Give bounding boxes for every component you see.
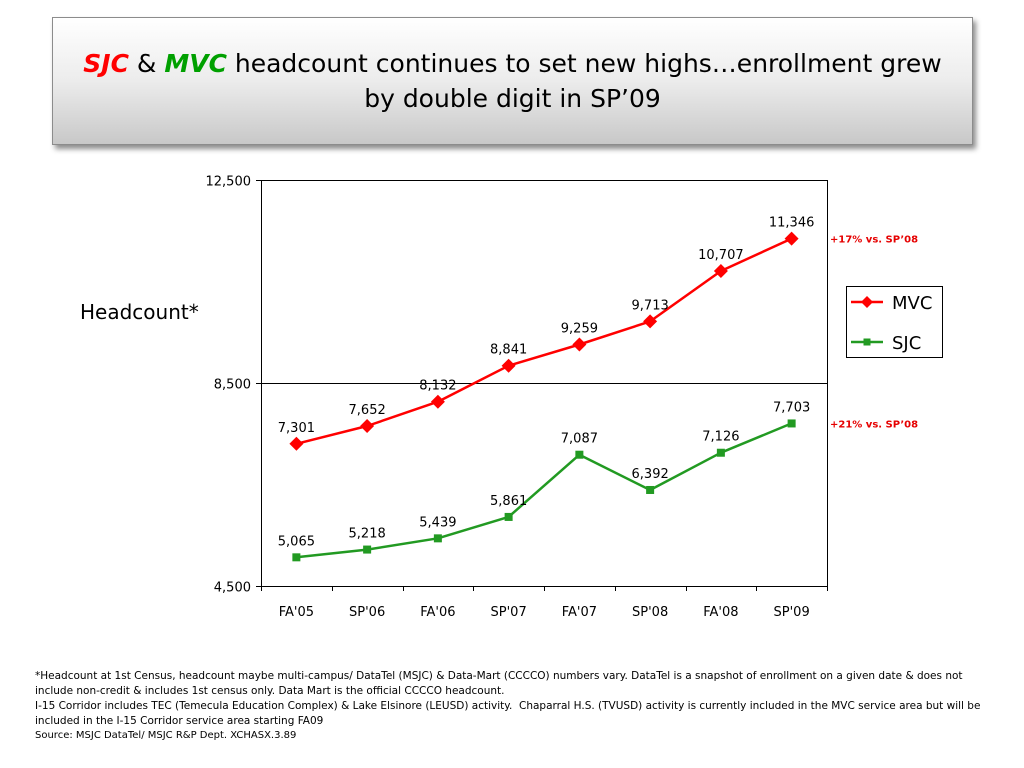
data-label-mvc: 7,652 (349, 403, 386, 418)
legend-item-sjc: SJC (851, 333, 921, 354)
y-tick-label: 8,500 (214, 378, 251, 393)
annotation-sjc: +21% vs. SP’08 (830, 419, 918, 430)
legend-label-mvc: MVC (892, 293, 932, 314)
annotation-layer: +17% vs. SP’08 +21% vs. SP’08 (830, 235, 918, 431)
data-label-mvc: 9,713 (632, 298, 669, 313)
title-ampersand: & (136, 49, 157, 78)
data-point-sjc (575, 450, 584, 459)
title-line-1: SJC & MVC headcount continues to set new… (83, 46, 941, 81)
series-line-layer (296, 237, 793, 559)
data-label-sjc: 5,439 (419, 515, 456, 530)
data-label-sjc: 7,087 (561, 432, 598, 447)
series-line-mvc (296, 237, 793, 446)
data-label-mvc: 11,346 (769, 216, 815, 231)
legend-box (846, 286, 943, 358)
data-label-mvc: 7,301 (278, 421, 315, 436)
y-tick-label: 4,500 (214, 581, 251, 596)
title-mvc: MVC (164, 49, 227, 78)
data-point-mvc (360, 419, 375, 433)
x-tick-label: FA'07 (562, 605, 597, 620)
data-point-sjc (504, 512, 513, 521)
data-point-mvc (784, 231, 799, 246)
legend-marker-sjc (863, 338, 871, 346)
data-label-sjc: 5,218 (349, 527, 386, 542)
data-point-mvc (289, 436, 304, 451)
title-line-1-text: headcount continues to set new highs…enr… (234, 49, 942, 78)
footnote-2: I-15 Corridor includes TEC (Temecula Edu… (35, 700, 984, 727)
legend-item-mvc: MVC (851, 293, 932, 314)
axes-layer: 4,500 8,500 12,500 FA'05 SP'06 FA'06 SP'07 FA'0… (206, 175, 828, 620)
data-label-mvc: 8,132 (419, 379, 456, 394)
data-point-sjc (716, 448, 725, 457)
data-point-mvc (572, 337, 587, 352)
slide-title: SJC & MVC headcount continues to set new… (52, 17, 973, 145)
data-point-mvc (501, 358, 516, 373)
title-line-2: by double digit in SP’09 (364, 84, 661, 113)
x-tick-label: SP'07 (491, 605, 527, 620)
data-label-sjc: 7,126 (702, 430, 739, 445)
legend-label-sjc: SJC (892, 333, 921, 354)
x-tick-label: FA'06 (420, 605, 455, 620)
data-label-mvc: 8,841 (490, 343, 527, 358)
source-note: Source: MSJC DataTel/ MSJC R&P Dept. XCH… (35, 730, 297, 741)
data-label-sjc: 6,392 (632, 467, 669, 482)
x-tick-label: SP'08 (632, 605, 668, 620)
data-point-mvc (430, 394, 445, 409)
data-label-layer: 7,301 7,652 8,132 8,841 9,259 9,713 10,707 11,3… (278, 216, 815, 550)
data-point-mvc (713, 264, 728, 278)
x-tick-label: SP'06 (349, 605, 385, 620)
data-label-sjc: 5,065 (278, 534, 315, 549)
data-label-sjc: 7,703 (773, 400, 810, 415)
x-tick-label: FA'08 (703, 605, 738, 620)
headcount-line-chart: 4,500 8,500 12,500 FA'05 SP'06 FA'06 SP'07 FA'0… (80, 175, 943, 620)
data-point-sjc (433, 534, 442, 543)
y-tick-label: 12,500 (206, 175, 252, 190)
data-label-mvc: 9,259 (561, 321, 598, 336)
footnotes: *Headcount at 1st Census, headcount mayb… (35, 669, 993, 743)
footnote-1: *Headcount at 1st Census, headcount mayb… (35, 670, 966, 697)
x-tick-label: FA'05 (279, 605, 314, 620)
data-label-sjc: 5,861 (490, 494, 527, 509)
data-point-sjc (646, 485, 655, 494)
data-label-mvc: 10,707 (698, 248, 744, 263)
legend: MVC SJC (846, 286, 943, 358)
series-line-sjc (296, 422, 793, 559)
annotation-mvc: +17% vs. SP’08 (830, 235, 918, 246)
y-axis-label: Headcount* (80, 300, 199, 324)
legend-marker-mvc (861, 296, 873, 308)
data-point-sjc (787, 419, 796, 428)
marker-layer (289, 231, 799, 562)
x-tick-label: SP'09 (774, 605, 810, 620)
data-point-mvc (643, 314, 658, 329)
data-point-sjc (363, 545, 372, 554)
data-point-sjc (292, 553, 301, 562)
title-sjc: SJC (83, 49, 129, 78)
